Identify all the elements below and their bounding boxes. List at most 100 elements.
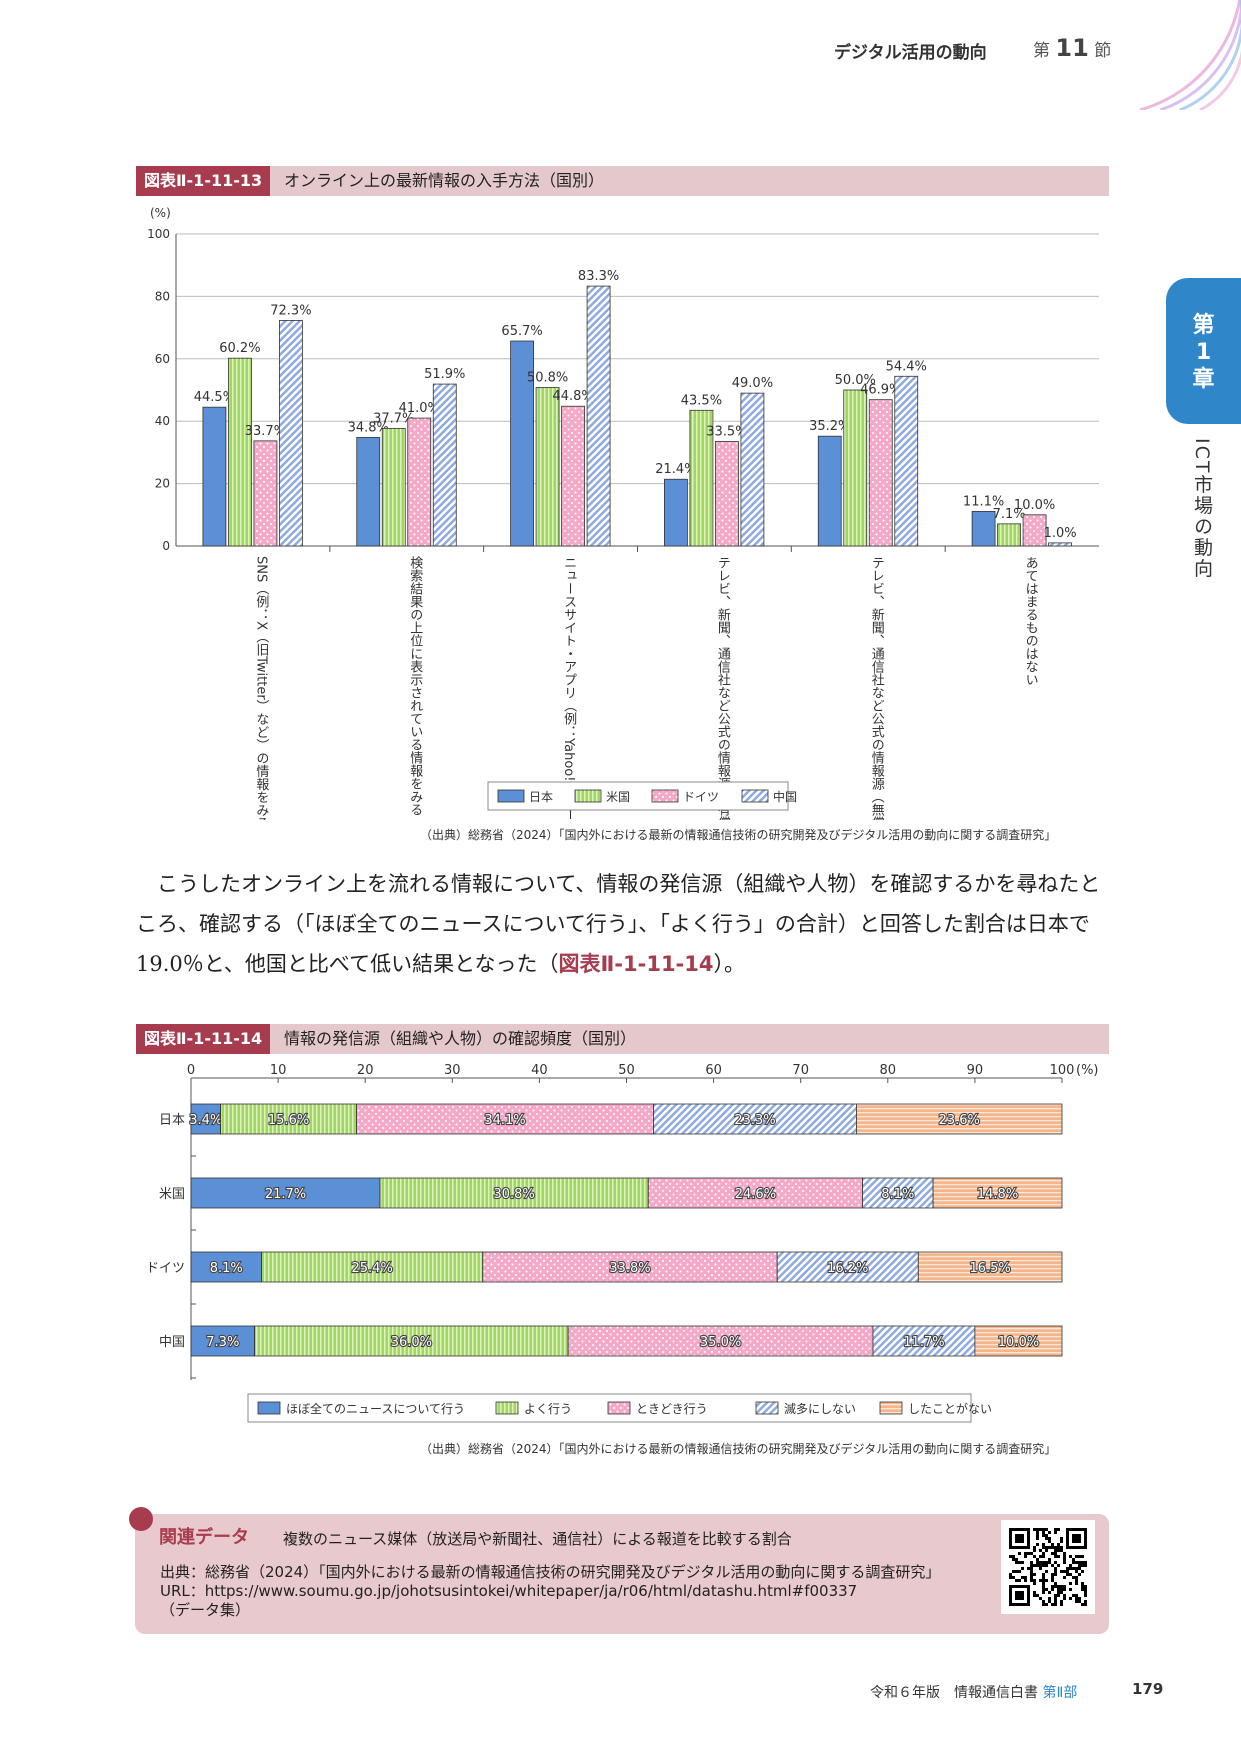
bar-米国 — [228, 357, 252, 547]
segment-ときどき行う — [356, 1103, 654, 1135]
figure13-chart: (%) 0 20 40 60 80 100 44.5% 60.2% 33.7% 72.3% SNS（例… — [147, 206, 1099, 820]
chapter-vertical-title: ICT市場の動向 — [1191, 438, 1213, 580]
category-label: あてはまるものはない — [1023, 556, 1038, 686]
qr-code-graphic — [1009, 1528, 1087, 1606]
y-tick-label: 40 — [155, 414, 170, 428]
bar-data-label: 33.7% — [245, 424, 286, 439]
segment-data-label: 23.3% — [734, 1113, 775, 1128]
page-number: 179 — [1132, 1680, 1164, 1698]
bar-日本 — [817, 435, 842, 547]
legend-swatch — [741, 789, 769, 803]
segment-data-label: 30.8% — [493, 1187, 534, 1202]
legend-label: 米国 — [606, 790, 630, 804]
legend-swatch — [257, 1401, 281, 1415]
bar-ドイツ — [561, 405, 585, 547]
category-label: 米国 — [159, 1187, 185, 1202]
related-data-title: 複数のニュース媒体（放送局や新聞社、通信社）による報道を比較する割合 — [283, 1530, 792, 1548]
bar-data-label: 54.4% — [886, 359, 927, 374]
related-data-box — [135, 1514, 1109, 1634]
x-tick-label: 60 — [705, 1063, 722, 1078]
bar-日本 — [510, 340, 534, 547]
bar-日本 — [971, 510, 996, 547]
footer-edition: 令和６年版 情報通信白書 — [870, 1685, 1038, 1701]
bar-中国 — [1048, 542, 1072, 547]
bar-data-label: 44.5% — [194, 390, 235, 405]
bar-data-label: 33.5% — [706, 424, 747, 439]
segment-よく行う — [379, 1177, 649, 1209]
legend-swatch — [755, 1401, 779, 1415]
x-tick-label: 90 — [967, 1063, 984, 1078]
segment-ほぼ全てのニュースについて行う — [190, 1325, 255, 1357]
chapter-tab-line3: 章 — [1192, 367, 1215, 392]
legend-swatch — [497, 789, 525, 803]
bar-data-label: 60.2% — [219, 341, 260, 356]
segment-滅多にしない — [653, 1103, 857, 1135]
qr-code-icon[interactable] — [1001, 1520, 1095, 1614]
segment-滅多にしない — [776, 1251, 919, 1283]
chapter-tab-line2: 1 — [1195, 340, 1212, 365]
bar-data-label: 51.9% — [424, 367, 465, 382]
category-label: 日本 — [159, 1113, 185, 1128]
bar-data-label: 44.8% — [552, 389, 593, 404]
chapter-tab[interactable]: 第 1 章 — [1166, 278, 1241, 424]
x-tick-label: 70 — [792, 1063, 809, 1078]
bar-data-label: 35.2% — [809, 419, 850, 434]
bar-ドイツ — [407, 417, 432, 547]
bar-data-label: 34.8% — [348, 420, 389, 435]
legend-swatch — [607, 1401, 631, 1415]
segment-よく行う — [254, 1325, 569, 1357]
bar-中国 — [279, 320, 303, 547]
x-tick-label: 30 — [444, 1063, 461, 1078]
bar-data-label: 1.0% — [1044, 526, 1077, 541]
bar-data-label: 43.5% — [681, 393, 722, 408]
bar-ドイツ — [253, 440, 278, 547]
bar-米国 — [843, 389, 868, 547]
segment-したことがない — [856, 1103, 1063, 1135]
related-url-link[interactable]: URL：https://www.soumu.go.jp/johotsusinto… — [160, 1582, 858, 1600]
section-number: 第 11 節 — [1033, 34, 1111, 62]
section-suffix: 節 — [1094, 41, 1112, 61]
segment-data-label: 8.1% — [210, 1261, 243, 1276]
header-decoration — [1139, 0, 1241, 110]
paragraph-text: こうしたオンライン上を流れる情報について、情報の発信源（組織や人物）を確認するか… — [136, 872, 1101, 976]
bar-中国 — [894, 375, 919, 547]
bar-米国 — [535, 387, 560, 547]
category-label: テレビ、新聞、通信社など公式の情報源（無償サービス）から情報収集をおこなっている… — [869, 556, 885, 820]
legend-label: したことがない — [908, 1401, 992, 1416]
related-data-label: 関連データ — [159, 1527, 249, 1548]
segment-data-label: 23.6% — [939, 1113, 980, 1128]
legend-swatch — [495, 1401, 519, 1415]
segment-data-label: 35.0% — [700, 1335, 741, 1350]
segment-したことがない — [917, 1251, 1063, 1283]
x-tick-label: 50 — [618, 1063, 635, 1078]
legend-label: 滅多にしない — [784, 1402, 856, 1416]
segment-ほぼ全てのニュースについて行う — [190, 1177, 381, 1209]
segment-よく行う — [261, 1251, 484, 1283]
x-axis-unit: (%) — [1076, 1063, 1099, 1078]
segment-data-label: 33.8% — [609, 1261, 650, 1276]
legend-label: よく行う — [524, 1402, 572, 1416]
segment-滅多にしない — [862, 1177, 934, 1209]
segment-data-label: 16.5% — [969, 1261, 1010, 1276]
bar-中国 — [740, 392, 765, 547]
legend-box — [487, 781, 789, 811]
footer-part: 第Ⅱ部 — [1042, 1685, 1078, 1701]
bar-米国 — [997, 523, 1021, 547]
bar-米国 — [381, 427, 406, 547]
legend-label: ときどき行う — [636, 1402, 708, 1416]
figure14-chart: 0 10 20 30 40 50 60 70 80 90 100 (%) 日本 3.4% 15.6% 34.1… — [146, 1063, 1099, 1423]
y-tick-label: 0 — [162, 539, 170, 553]
section-title: デジタル活用の動向 — [834, 43, 987, 63]
figure-reference-link[interactable]: 図表Ⅱ-1-11-14 — [558, 952, 714, 976]
bar-data-label: 21.4% — [655, 462, 696, 477]
related-dot-icon — [129, 1507, 153, 1531]
category-label: テレビ、新聞、通信社など公式の情報源（有償サービス）から情報収集をおこなっている… — [715, 556, 731, 820]
section-prefix: 第 — [1033, 41, 1050, 61]
segment-data-label: 11.7% — [903, 1335, 944, 1350]
segment-data-label: 10.0% — [998, 1335, 1039, 1350]
bar-data-label: 7.1% — [993, 507, 1026, 522]
legend-label: 中国 — [773, 789, 797, 804]
bar-data-label: 65.7% — [501, 324, 542, 339]
bar-米国 — [689, 409, 714, 547]
y-tick-label: 100 — [147, 227, 170, 241]
